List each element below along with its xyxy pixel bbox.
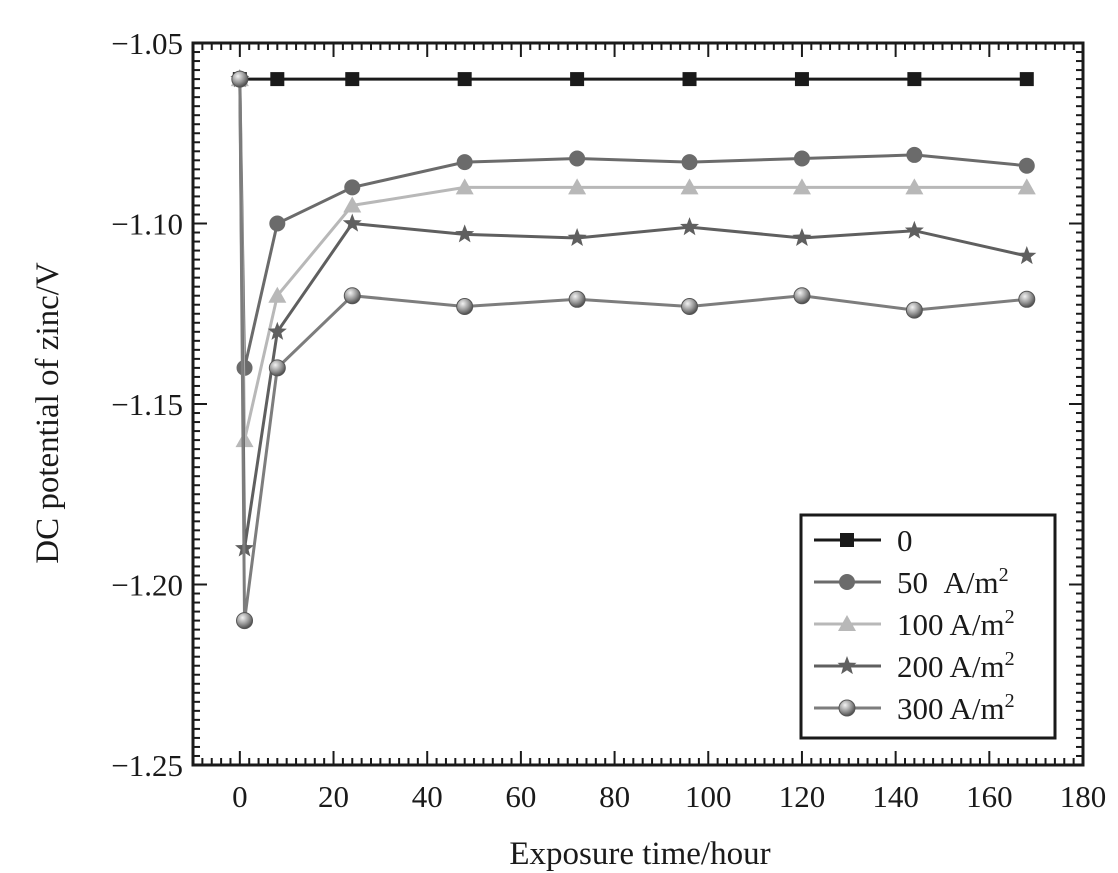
legend-item-0: 0 xyxy=(814,523,913,558)
data-point xyxy=(345,72,360,87)
x-tick-label: 100 xyxy=(685,779,732,814)
data-point xyxy=(682,72,697,87)
data-point xyxy=(236,612,254,630)
series-group xyxy=(230,69,1037,630)
x-tick-label: 40 xyxy=(412,779,443,814)
data-point xyxy=(268,359,286,377)
x-tick-label: 80 xyxy=(599,779,630,814)
legend-marker xyxy=(839,574,855,590)
x-tick-label: 140 xyxy=(872,779,919,814)
axes: 0 20 40 60 80 100 120 140 160 180−1.05−1.10−1.15−… xyxy=(111,26,1106,814)
data-point xyxy=(567,227,587,247)
data-point xyxy=(342,213,362,232)
x-tick-label: 20 xyxy=(318,779,349,814)
legend-marker xyxy=(837,656,857,675)
y-tick-label: −1.25 xyxy=(111,748,183,783)
data-point xyxy=(792,227,812,247)
data-point xyxy=(457,72,472,87)
y-tick-label: −1.05 xyxy=(111,26,183,61)
legend-marker xyxy=(840,533,854,547)
series-0 xyxy=(232,72,1034,87)
series-line xyxy=(238,79,1027,621)
x-tick-label: 180 xyxy=(1060,779,1107,814)
data-point xyxy=(906,146,923,163)
x-axis-title: Exposure time/hour xyxy=(509,836,770,872)
y-axis-title: DC potential of zinc/V xyxy=(30,262,66,564)
legend-label: 200 A/m2 xyxy=(897,648,1015,684)
data-point xyxy=(268,286,287,303)
data-point xyxy=(905,178,924,195)
legend: 0 50 A/m2 100 A/m2 200 A/m2 300 A/m2 xyxy=(799,513,1057,740)
legend-marker xyxy=(838,615,856,631)
data-point xyxy=(270,72,285,87)
data-point xyxy=(905,301,923,319)
data-point xyxy=(1017,245,1037,265)
x-tick-label: 0 xyxy=(232,779,248,814)
data-point xyxy=(269,215,286,232)
legend-label: 300 A/m2 xyxy=(897,690,1015,726)
legend-label: 0 xyxy=(897,523,913,558)
series-line xyxy=(238,79,1028,549)
data-point xyxy=(793,287,811,305)
data-point xyxy=(456,298,474,316)
data-point xyxy=(344,179,361,196)
data-point xyxy=(793,150,810,167)
data-point xyxy=(267,321,287,340)
legend-marker xyxy=(838,699,856,717)
legend-label: 100 A/m2 xyxy=(897,606,1015,642)
series-line xyxy=(238,79,1027,441)
data-point xyxy=(794,72,809,87)
data-point xyxy=(1018,290,1036,308)
legend-label-exponent: 2 xyxy=(1005,648,1015,670)
data-point xyxy=(904,220,924,239)
data-point xyxy=(231,70,249,88)
data-point xyxy=(680,217,700,236)
x-tick-label: 120 xyxy=(779,779,826,814)
legend-item-3: 200 A/m2 xyxy=(814,648,1015,684)
data-point xyxy=(680,178,699,195)
legend-item-2: 100 A/m2 xyxy=(814,606,1015,642)
legend-label-exponent: 2 xyxy=(999,564,1009,586)
legend-label-exponent: 2 xyxy=(1005,606,1015,628)
data-point xyxy=(568,290,586,308)
data-point xyxy=(907,72,922,87)
data-point xyxy=(455,178,474,195)
data-point xyxy=(1017,178,1036,195)
data-point xyxy=(792,178,811,195)
data-point xyxy=(570,72,585,87)
legend-item-1: 50 A/m2 xyxy=(814,564,1009,600)
data-point xyxy=(456,154,473,171)
legend-label: 50 A/m2 xyxy=(897,564,1009,600)
data-point xyxy=(1019,72,1034,87)
y-tick-label: −1.10 xyxy=(111,207,183,242)
data-point xyxy=(343,287,361,305)
x-tick-label: 160 xyxy=(966,779,1013,814)
data-point xyxy=(1018,157,1035,174)
series-4 xyxy=(231,70,1036,630)
data-point xyxy=(343,196,362,213)
x-tick-label: 60 xyxy=(505,779,536,814)
legend-label-exponent: 2 xyxy=(1005,690,1015,712)
legend-item-4: 300 A/m2 xyxy=(814,690,1015,726)
series-line xyxy=(238,79,1027,369)
data-point xyxy=(455,224,475,243)
data-point xyxy=(569,150,586,167)
y-tick-label: −1.15 xyxy=(111,387,183,422)
data-point xyxy=(681,154,698,171)
data-point xyxy=(681,298,699,316)
series-2 xyxy=(230,70,1036,448)
data-point xyxy=(568,178,587,195)
y-tick-label: −1.20 xyxy=(111,568,183,603)
